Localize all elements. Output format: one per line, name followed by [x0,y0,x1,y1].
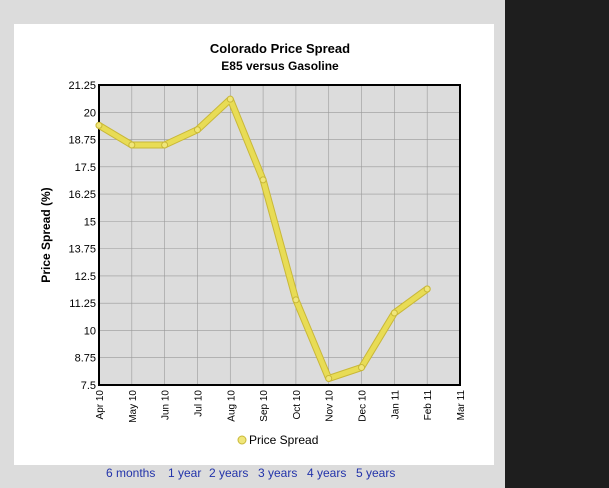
y-axis-label: Price Spread (%) [39,187,53,282]
y-tick-label: 18.75 [68,135,96,147]
x-tick-label: Jun 10 [161,390,172,420]
y-tick-label: 21.25 [68,80,96,92]
range-links: 6 months 1 year 2 years 3 years 4 years … [0,464,505,484]
x-tick-label: Mar 11 [456,390,467,421]
chart-title: Colorado Price Spread [209,41,351,56]
x-tick-label: Dec 10 [358,390,369,422]
range-link-3-years[interactable]: 3 years [258,466,298,480]
y-tick-label: 8.75 [75,353,96,365]
range-link-5-years[interactable]: 5 years [356,466,396,480]
y-tick-label: 15 [84,216,96,228]
data-point [95,121,103,129]
y-tick-label: 12.5 [75,271,96,283]
y-tick-label: 17.5 [75,162,96,174]
x-tick-label: Jan 11 [390,390,401,420]
x-tick-label: Aug 10 [226,390,237,422]
x-tick-label: Jul 10 [193,390,204,417]
data-point [358,364,366,372]
price-spread-chart: 21.25 20 18.75 17.5 16.25 15 13.75 12.5 11.25 10 8… [39,80,467,447]
x-tick-label: Nov 10 [325,390,336,422]
data-point [390,309,398,317]
y-tick-label: 20 [84,107,96,119]
chart-subtitle: E85 versus Gasoline [221,59,339,73]
data-point [161,141,169,149]
data-point [259,176,267,184]
y-tick-label: 13.75 [68,244,96,256]
x-tick-label: Oct 10 [292,390,303,420]
x-tick-label: Sep 10 [259,390,270,422]
data-point [128,141,136,149]
data-point [423,285,431,293]
plot-frame [98,84,461,386]
range-link-4-years[interactable]: 4 years [307,466,347,480]
y-tick-label: 16.25 [68,189,96,201]
y-tick-label: 7.5 [81,380,96,392]
y-tick-label: 11.25 [69,298,96,310]
x-tick-label: May 10 [128,390,139,423]
data-point [325,374,333,382]
data-point [193,126,201,134]
x-tick-label: Apr 10 [95,390,106,420]
data-point [226,95,234,103]
range-link-2-years[interactable]: 2 years [209,466,249,480]
legend-label: Price Spread [249,433,318,447]
range-link-1-year[interactable]: 1 year [168,466,202,480]
dark-side-panel [505,0,609,488]
range-link-6-months[interactable]: 6 months [106,466,156,480]
data-point [292,296,300,304]
legend-marker [237,435,247,445]
y-tick-label: 10 [84,325,96,337]
x-tick-label: Feb 11 [423,390,434,421]
